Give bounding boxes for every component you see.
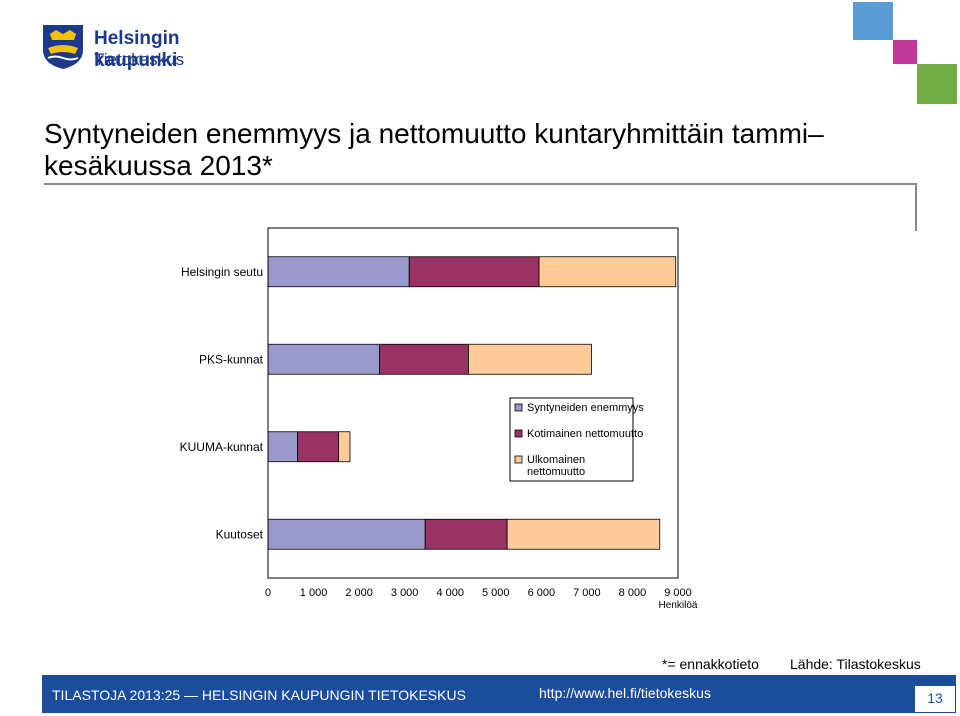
bar-segment xyxy=(379,343,469,375)
bar-segment xyxy=(267,256,410,288)
bar-segment xyxy=(468,343,592,375)
footer-publication: TILASTOJA 2013:25 — HELSINGIN KAUPUNGIN … xyxy=(52,687,466,703)
footnote-source: Lähde: Tilastokeskus xyxy=(790,656,921,672)
x-tick-label: 8 000 xyxy=(619,587,647,599)
footer-link[interactable]: http://www.hel.fi/tietokeskus xyxy=(539,685,711,701)
bar-segment xyxy=(338,431,351,463)
helsinki-crest-icon xyxy=(43,25,83,69)
logo-text-line1: Helsingin kaupunki xyxy=(94,28,180,71)
category-label: KUUMA-kunnat xyxy=(180,440,264,454)
logo: Helsingin kaupunki Tietokeskus xyxy=(42,24,252,72)
x-tick-label: 2 000 xyxy=(345,587,373,599)
x-tick-label: 9 000 xyxy=(664,587,692,599)
footnote-preliminary: *= ennakkotieto xyxy=(662,656,759,672)
x-tick-label: 7 000 xyxy=(573,587,601,599)
bar-segment xyxy=(267,343,381,375)
x-tick-label: 5 000 xyxy=(482,587,510,599)
page-number: 13 xyxy=(914,685,956,713)
legend-box xyxy=(509,397,634,482)
decor-square-green xyxy=(917,64,957,104)
bar-segment xyxy=(297,431,340,463)
bar-segment xyxy=(267,431,299,463)
page-title: Syntyneiden enemmyys ja nettomuutto kunt… xyxy=(44,118,824,181)
x-tick-label: 6 000 xyxy=(528,587,556,599)
legend-label: Syntyneiden enemmyys xyxy=(527,402,644,414)
category-label: Kuutoset xyxy=(216,527,264,541)
legend-swatch xyxy=(514,429,523,438)
bar-segment xyxy=(408,256,540,288)
legend-swatch xyxy=(514,455,523,464)
bar-segment xyxy=(506,518,661,550)
legend-swatch xyxy=(514,403,523,412)
legend-label: Kotimainen nettomuutto xyxy=(527,428,643,440)
category-label: PKS-kunnat xyxy=(199,352,264,366)
plot-area xyxy=(267,227,679,579)
x-tick-label: 1 000 xyxy=(300,587,328,599)
bar-segment xyxy=(267,518,426,550)
category-label: Helsingin seutu xyxy=(181,265,263,279)
bar-segment xyxy=(538,256,677,288)
title-divider-vertical xyxy=(915,183,917,231)
footer-bar: TILASTOJA 2013:25 — HELSINGIN KAUPUNGIN … xyxy=(42,675,956,713)
title-divider xyxy=(44,183,916,185)
x-tick-label: 3 000 xyxy=(391,587,419,599)
decor-square-magenta xyxy=(893,40,917,64)
stacked-bar-chart: Helsingin seutu PKS-kunnat KUUMA-kunnat Kuu… xyxy=(180,227,698,611)
decor-square-blue xyxy=(853,2,893,40)
x-tick-label: 0 xyxy=(265,587,271,599)
bar-segment xyxy=(424,518,508,550)
x-axis-label: Henkilöä xyxy=(659,600,698,611)
logo-text-line2: Tietokeskus xyxy=(94,50,185,69)
x-tick-label: 4 000 xyxy=(436,587,464,599)
legend-label: Ulkomainen nettomuutto xyxy=(527,454,585,478)
